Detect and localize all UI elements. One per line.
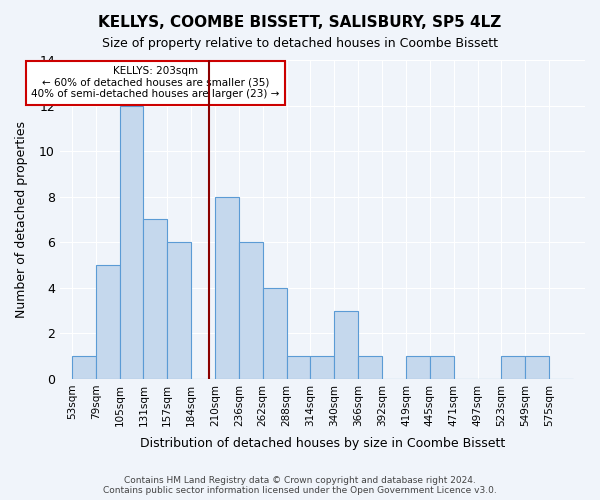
Bar — [287, 356, 310, 379]
Bar — [430, 356, 454, 379]
Bar — [72, 356, 95, 379]
Bar — [119, 106, 143, 379]
Bar — [358, 356, 382, 379]
Bar — [406, 356, 430, 379]
Bar — [263, 288, 287, 379]
Text: KELLYS, COOMBE BISSETT, SALISBURY, SP5 4LZ: KELLYS, COOMBE BISSETT, SALISBURY, SP5 4… — [98, 15, 502, 30]
Text: KELLYS: 203sqm
← 60% of detached houses are smaller (35)
40% of semi-detached ho: KELLYS: 203sqm ← 60% of detached houses … — [31, 66, 280, 100]
X-axis label: Distribution of detached houses by size in Coombe Bissett: Distribution of detached houses by size … — [140, 437, 505, 450]
Bar — [334, 310, 358, 379]
Bar — [215, 196, 239, 379]
Bar — [167, 242, 191, 379]
Text: Contains HM Land Registry data © Crown copyright and database right 2024.
Contai: Contains HM Land Registry data © Crown c… — [103, 476, 497, 495]
Bar — [526, 356, 549, 379]
Text: Size of property relative to detached houses in Coombe Bissett: Size of property relative to detached ho… — [102, 38, 498, 51]
Bar — [310, 356, 334, 379]
Bar — [95, 265, 119, 379]
Y-axis label: Number of detached properties: Number of detached properties — [15, 121, 28, 318]
Bar — [143, 220, 167, 379]
Bar — [239, 242, 263, 379]
Bar — [502, 356, 526, 379]
